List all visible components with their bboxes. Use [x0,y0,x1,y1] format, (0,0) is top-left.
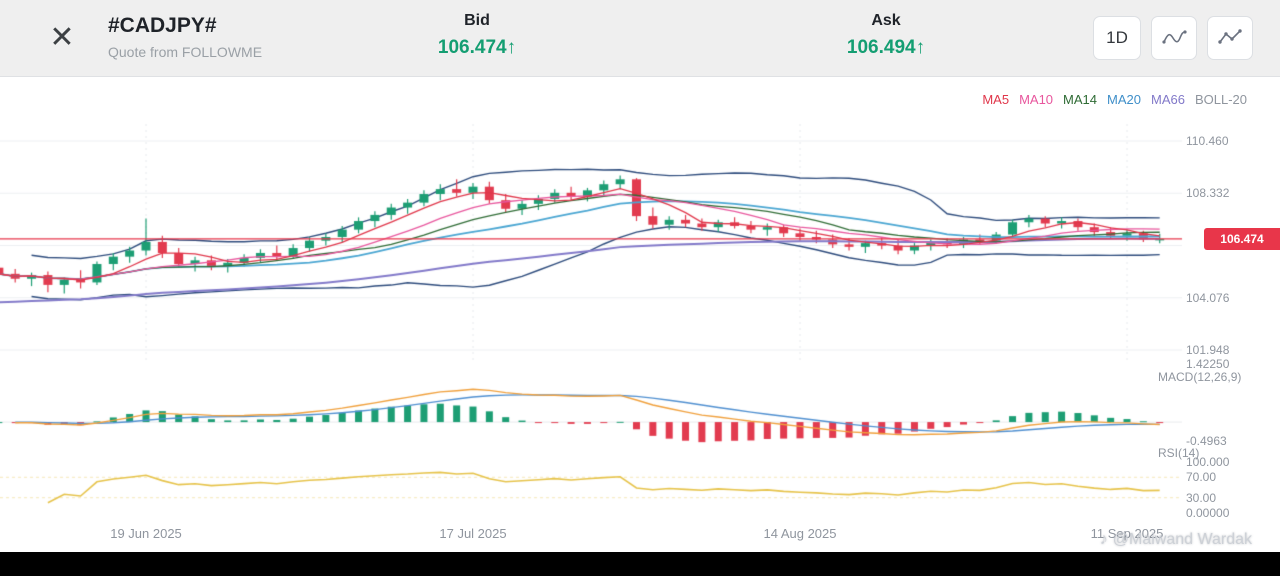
line-chart-icon [1218,29,1242,44]
legend-item-ma5: MA5 [982,92,1010,107]
x-axis-label: 14 Aug 2025 [763,526,837,541]
current-price-tag: 106.474 [1204,227,1280,250]
ask-up-arrow-icon: ↑ [915,37,926,58]
bid-block: Bid 106.474↑ [397,0,557,59]
legend-item-ma66: MA66 [1150,92,1185,107]
rsi-axis-label: 0.00000 [1186,506,1230,520]
price-axis-label: 104.076 [1186,290,1230,305]
price-chart-canvas[interactable] [0,76,1280,552]
legend-item-boll-20: BOLL-20 [1194,92,1247,107]
indicator-legend: MA5 MA10 MA14 MA20 MA66 BOLL-20 [982,92,1247,107]
music-note-icon: ♪ [1099,531,1108,548]
ask-value: 106.494↑ [806,37,966,59]
bid-price: 106.474 [437,37,507,58]
x-axis-label: 19 Jun 2025 [110,526,182,541]
rsi-label: RSI(14) [1158,446,1200,460]
ask-label: Ask [871,12,901,29]
chart-style-line-button[interactable] [1207,16,1253,60]
timeframe-label: 1D [1106,28,1128,47]
price-axis-label: 110.460 [1186,134,1229,148]
ask-price: 106.494 [846,37,916,58]
legend-item-ma10: MA10 [1019,92,1054,107]
watermark-text: @Maiwand Wardak [1112,531,1252,548]
price-axis-label: 108.332 [1186,186,1230,201]
watermark: ♪ @Maiwand Wardak [1100,531,1252,549]
rsi-axis-label: 100.000 [1186,455,1230,469]
x-axis-label: 17 Jul 2025 [439,526,507,541]
symbol-subtitle: Quote from FOLLOWME [108,44,263,60]
macd-bottom-value: -0.4963 [1186,434,1227,448]
macd-top-value: 1.42250 [1186,357,1230,371]
legend-item-ma20: MA20 [1107,92,1141,107]
symbol-title: #CADJPY# [108,14,217,37]
close-button[interactable]: ✕ [44,18,80,58]
header-bar: ✕ #CADJPY# Quote from FOLLOWME Bid 106.4… [0,0,1280,77]
bid-label: Bid [464,12,490,29]
curve-chart-icon [1162,30,1187,44]
macd-label: MACD(12,26,9) [1158,370,1242,384]
chart-style-curve-button[interactable] [1151,16,1197,60]
system-bottom-bar [0,552,1280,576]
close-icon: ✕ [49,21,75,54]
legend-item-ma14: MA14 [1063,92,1098,107]
bid-up-arrow-icon: ↑ [506,37,517,58]
ask-block: Ask 106.494↑ [806,0,966,59]
bid-value: 106.474↑ [397,37,557,59]
x-axis-label: 11 Sep 2025 [1090,526,1164,541]
rsi-axis-label: 70.00 [1186,470,1217,485]
rsi-axis-label: 30.00 [1186,490,1217,505]
timeframe-button[interactable]: 1D [1093,16,1141,60]
price-axis-label: 101.948 [1186,343,1230,357]
